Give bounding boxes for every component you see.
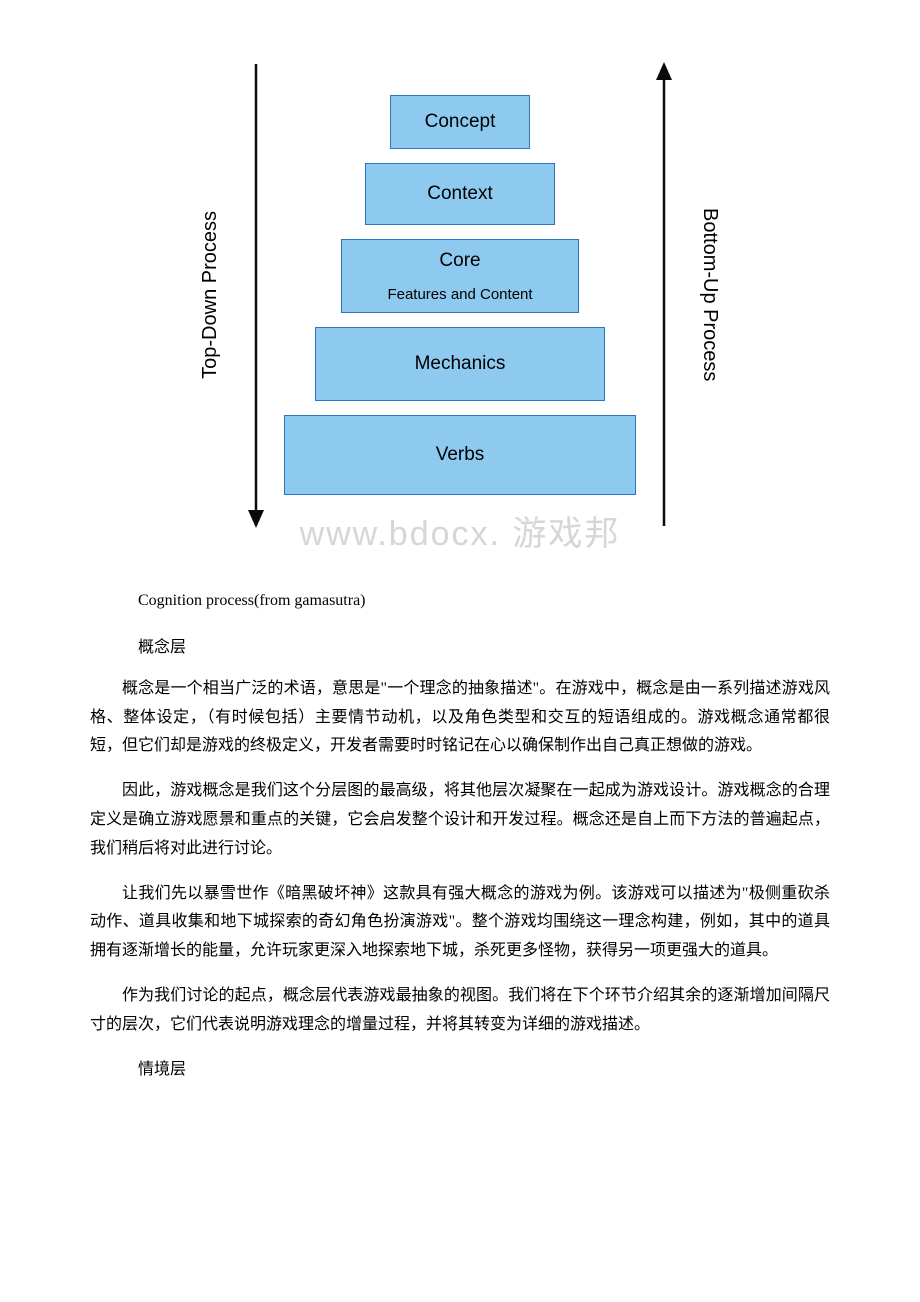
tier-label: Concept [425,105,496,139]
figure-caption: Cognition process(from gamasutra) [138,587,830,616]
body-paragraph: 作为我们讨论的起点，概念层代表游戏最抽象的视图。我们将在下个环节介绍其余的逐渐增… [90,982,830,1040]
pyramid-tiers: Concept Context Core Features and Conten… [284,95,636,495]
tier-verbs: Verbs [284,415,636,495]
body-paragraph: 概念是一个相当广泛的术语，意思是"一个理念的抽象描述"。在游戏中，概念是由一系列… [90,675,830,761]
tier-context: Context [365,163,555,225]
left-arrow [246,60,266,530]
tier-concept: Concept [390,95,530,149]
right-axis-label: Bottom-Up Process [692,208,728,381]
body-paragraph: 因此，游戏概念是我们这个分层图的最高级，将其他层次凝聚在一起成为游戏设计。游戏概… [90,777,830,863]
section-title-concept: 概念层 [138,634,830,663]
down-arrow-icon [246,60,266,530]
tier-label: Context [427,177,492,211]
body-paragraph: 让我们先以暴雪世作《暗黑破坏神》这款具有强大概念的游戏为例。该游戏可以描述为"极… [90,880,830,966]
left-axis-label: Top-Down Process [192,211,228,379]
up-arrow-icon [654,60,674,530]
tier-label: Mechanics [415,347,506,381]
tier-mechanics: Mechanics [315,327,605,401]
right-arrow [654,60,674,530]
tier-label: Verbs [436,438,485,472]
tier-label: Core [439,244,480,278]
cognition-process-diagram: Top-Down Process Concept Context Core Fe… [90,60,830,530]
tier-sublabel: Features and Content [387,281,532,308]
section-title-context: 情境层 [138,1056,830,1085]
tier-core: Core Features and Content [341,239,579,313]
